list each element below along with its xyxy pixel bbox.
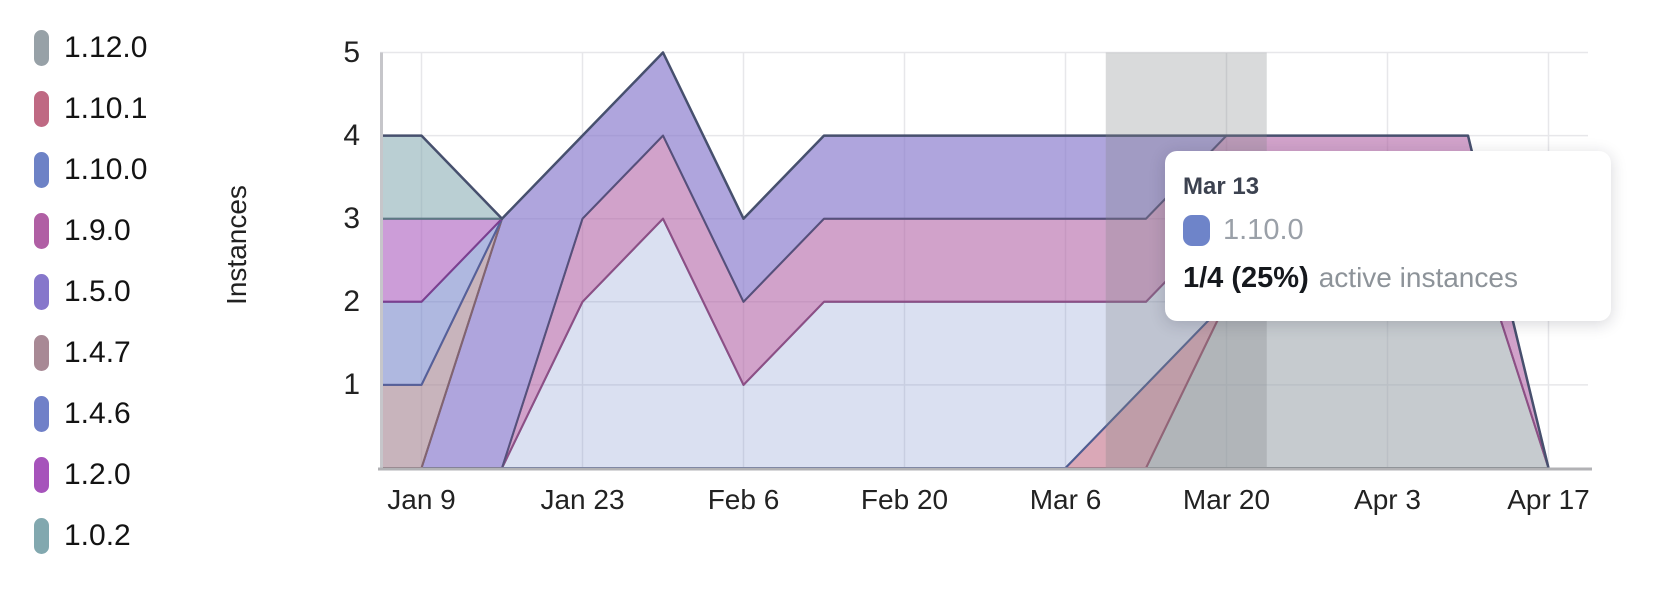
x-tick-label-Jan-23: Jan 23 — [540, 484, 625, 515]
legend-label: 1.5.0 — [64, 275, 131, 308]
tooltip-date: Mar 13 — [1183, 173, 1260, 200]
x-tick-label-Apr-17: Apr 17 — [1507, 484, 1590, 515]
legend-swatch — [34, 91, 49, 127]
y-tick-label-5: 5 — [343, 35, 360, 69]
legend-swatch — [34, 213, 49, 249]
legend-item-1.9.0[interactable]: 1.9.0 — [34, 213, 147, 249]
tooltip-value-suffix: active instances — [1318, 262, 1518, 293]
legend-item-1.0.2[interactable]: 1.0.2 — [34, 518, 147, 554]
tooltip: Mar 13 1.10.0 1/4 (25%) active instances — [1165, 151, 1611, 321]
y-tick-label-2: 2 — [343, 284, 360, 318]
tooltip-value-row: 1/4 (25%) active instances — [1183, 262, 1591, 295]
x-tick-label-Mar-6: Mar 6 — [1029, 484, 1102, 515]
legend-swatch — [34, 335, 49, 371]
x-tick-label-Jan-9: Jan 9 — [387, 484, 456, 515]
legend-swatch — [34, 30, 49, 66]
legend-swatch — [34, 457, 49, 493]
total-outline — [380, 51, 1550, 468]
tooltip-value: 1/4 (25%) — [1183, 262, 1309, 294]
legend-item-1.2.0[interactable]: 1.2.0 — [34, 457, 147, 493]
legend-swatch — [34, 518, 49, 554]
legend-label: 1.0.2 — [64, 519, 131, 552]
legend-label: 1.12.0 — [64, 31, 148, 64]
legend-item-1.10.1[interactable]: 1.10.1 — [34, 91, 147, 127]
legend-item-1.4.6[interactable]: 1.4.6 — [34, 396, 147, 432]
tooltip-series-name: 1.10.0 — [1223, 214, 1304, 246]
legend-label: 1.2.0 — [64, 458, 131, 491]
tooltip-series-row: 1.10.0 — [1183, 214, 1591, 247]
legend-swatch — [34, 274, 49, 310]
x-tick-label-Feb-6: Feb 6 — [707, 484, 780, 515]
legend: 1.12.0 1.10.1 1.10.0 1.9.0 1.5.0 1.4.7 1.4.6 1.… — [34, 30, 147, 554]
tooltip-series-swatch — [1183, 215, 1210, 246]
legend-label: 1.10.0 — [64, 153, 148, 186]
y-tick-label-3: 3 — [343, 201, 360, 235]
y-tick-label-4: 4 — [343, 118, 360, 152]
legend-label: 1.10.1 — [64, 92, 148, 125]
legend-item-1.5.0[interactable]: 1.5.0 — [34, 274, 147, 310]
y-axis-title: Instances — [221, 185, 252, 305]
x-tick-label-Feb-20: Feb 20 — [860, 484, 949, 515]
legend-item-1.10.0[interactable]: 1.10.0 — [34, 152, 147, 188]
x-tick-label-Apr-3: Apr 3 — [1354, 484, 1421, 515]
legend-label: 1.4.6 — [64, 397, 131, 430]
y-tick-label-1: 1 — [343, 367, 360, 401]
legend-label: 1.9.0 — [64, 214, 131, 247]
legend-label: 1.4.7 — [64, 336, 131, 369]
legend-item-1.4.7[interactable]: 1.4.7 — [34, 335, 147, 371]
legend-item-1.12.0[interactable]: 1.12.0 — [34, 30, 147, 66]
area-series-1.0.2[interactable] — [341, 134, 503, 220]
legend-swatch — [34, 152, 49, 188]
x-tick-label-Mar-20: Mar 20 — [1182, 484, 1271, 515]
legend-swatch — [34, 396, 49, 432]
